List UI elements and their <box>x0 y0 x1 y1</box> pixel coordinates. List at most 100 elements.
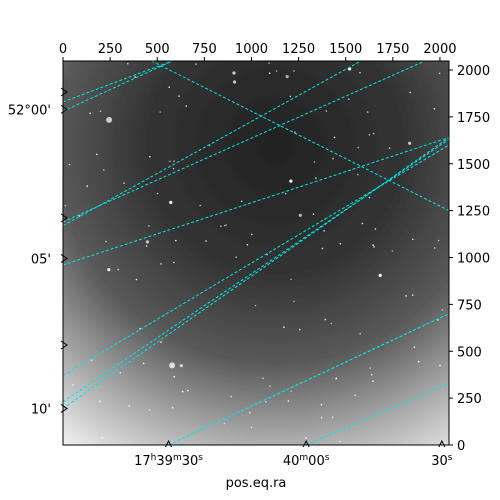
star <box>101 436 104 439</box>
dec-tick-mark <box>60 104 68 114</box>
grid-line <box>63 137 449 409</box>
star <box>298 213 302 217</box>
star <box>438 72 441 75</box>
star <box>173 376 175 378</box>
grid-line <box>63 61 173 103</box>
ra-tick-mark <box>302 439 310 448</box>
star <box>433 108 436 110</box>
grid-line <box>151 61 449 212</box>
star <box>250 426 253 429</box>
star <box>348 98 350 100</box>
star <box>117 268 119 271</box>
star <box>289 95 292 98</box>
star <box>321 247 324 250</box>
star <box>284 192 287 195</box>
star <box>439 364 441 367</box>
grid-line <box>63 61 362 227</box>
star <box>251 233 253 236</box>
star <box>339 440 341 443</box>
image-panel <box>63 61 449 445</box>
right-tick-label: 500 <box>457 345 482 360</box>
star <box>262 377 264 380</box>
star <box>366 111 369 113</box>
top-tick-label: 1750 <box>376 42 409 57</box>
dec-tick-label: 10' <box>31 402 51 417</box>
left-dec-axis: 52°00' 05' 10' <box>8 87 68 417</box>
ra-tick-label: 40m00s <box>283 453 330 469</box>
star <box>99 110 102 113</box>
grid-line <box>63 61 426 223</box>
star <box>254 304 257 307</box>
x-axis-label: pos.eq.ra <box>226 476 287 491</box>
star <box>323 230 325 232</box>
star <box>369 367 372 369</box>
star <box>224 224 226 227</box>
star <box>437 239 440 242</box>
star <box>235 256 237 259</box>
star <box>99 400 101 403</box>
star <box>64 204 67 207</box>
grid-line <box>63 138 449 403</box>
star <box>105 240 107 243</box>
dec-tick-label: 52°00' <box>8 103 51 118</box>
star <box>320 404 323 406</box>
star <box>312 213 315 215</box>
star <box>412 294 414 296</box>
star <box>372 380 374 383</box>
star <box>275 70 278 72</box>
dec-minor-mark <box>60 87 68 97</box>
star <box>285 75 289 79</box>
coordinate-grid <box>63 61 449 445</box>
right-tick-label: 750 <box>457 298 482 313</box>
dec-minor-mark <box>60 340 68 350</box>
right-tick-label: 250 <box>457 392 482 407</box>
star <box>313 161 316 163</box>
star <box>199 204 201 207</box>
star <box>168 86 170 88</box>
star <box>185 105 187 107</box>
star <box>324 318 327 321</box>
star <box>368 134 371 136</box>
star <box>220 225 222 227</box>
star <box>223 422 226 425</box>
right-tick-label: 1250 <box>457 205 490 220</box>
star <box>107 268 111 272</box>
star <box>160 341 162 343</box>
star <box>433 247 436 249</box>
dec-tick-label: 05' <box>31 252 51 267</box>
right-tick-label: 1750 <box>457 111 490 126</box>
star <box>405 295 407 297</box>
star <box>289 179 293 183</box>
star <box>373 246 375 248</box>
star <box>149 156 151 158</box>
star <box>135 278 138 281</box>
star <box>173 261 175 264</box>
grid-line <box>305 382 449 445</box>
star <box>160 263 162 265</box>
star <box>391 250 394 252</box>
star <box>246 244 249 246</box>
star <box>388 147 391 149</box>
star <box>357 173 359 176</box>
bottom-ra-axis: 17h39m30s 40m00s 30s <box>134 439 453 469</box>
star <box>408 141 412 145</box>
star <box>298 328 301 331</box>
star <box>103 169 105 171</box>
top-tick-label: 1250 <box>282 42 315 57</box>
star <box>187 389 189 392</box>
star <box>354 394 357 397</box>
star <box>148 409 151 411</box>
star <box>330 322 333 325</box>
star <box>128 405 130 407</box>
star <box>86 185 88 187</box>
star <box>361 222 364 225</box>
star <box>171 406 174 409</box>
star <box>156 192 159 195</box>
star <box>265 400 267 403</box>
star <box>293 300 295 303</box>
star <box>145 240 149 244</box>
star <box>205 240 207 242</box>
star <box>268 62 270 64</box>
star <box>106 116 113 123</box>
